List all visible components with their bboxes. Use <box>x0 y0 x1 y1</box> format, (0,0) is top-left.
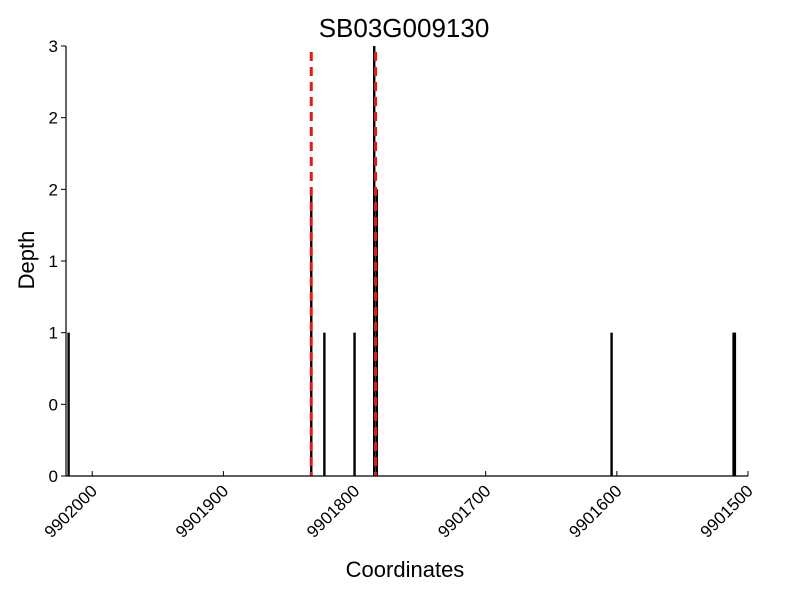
x-axis-ticks: 9902000 9901900 9901800 9901700 9901600 99015… <box>41 471 757 542</box>
y-tick-label: 2 <box>49 180 58 199</box>
x-axis-label: Coordinates <box>346 557 465 582</box>
y-axis-label: Depth <box>14 231 39 290</box>
x-tick-label: 9901700 <box>434 481 494 541</box>
y-tick-label: 3 <box>49 37 58 56</box>
boundary-markers <box>309 52 378 476</box>
chart-title: SB03G009130 <box>319 13 490 43</box>
x-tick-label: 9902000 <box>41 481 101 541</box>
y-tick-label: 1 <box>49 252 58 271</box>
y-tick-label: 0 <box>49 467 58 486</box>
x-tick-label: 9901900 <box>172 481 232 541</box>
x-tick-label: 9901500 <box>697 481 757 541</box>
y-tick-label: 0 <box>49 395 58 414</box>
y-tick-label: 1 <box>49 324 58 343</box>
y-axis-ticks: 0 0 1 1 2 2 3 <box>49 37 66 486</box>
x-tick-label: 9901600 <box>565 481 625 541</box>
y-tick-label: 2 <box>49 109 58 128</box>
x-tick-label: 9901800 <box>303 481 363 541</box>
depth-bars <box>67 46 737 476</box>
